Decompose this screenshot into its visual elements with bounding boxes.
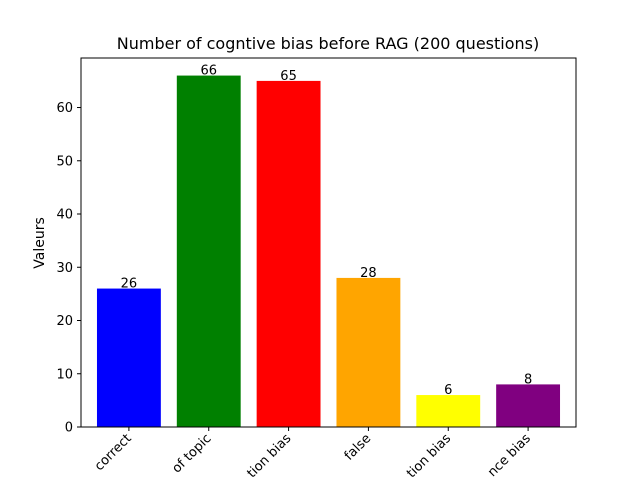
- y-tick-label: 10: [56, 367, 73, 382]
- bars-layer: [96, 75, 561, 428]
- y-tick-label: 50: [56, 154, 73, 169]
- plot-background: [81, 58, 576, 427]
- x-tick-label: tion bias: [244, 431, 294, 480]
- x-tick-label: of topic: [170, 431, 215, 476]
- bar-value-label: 66: [200, 64, 217, 79]
- bar-value-label: 8: [524, 372, 532, 387]
- y-axis-ticks: 0 10 20 30 40 50 60: [56, 101, 81, 436]
- x-tick-label: false: [342, 431, 374, 463]
- plot-frame: [80, 57, 577, 428]
- y-axis-label: Valeurs: [32, 217, 48, 269]
- x-tick-label: correct: [92, 431, 135, 474]
- value-labels-layer: 26 66 65 28 6 8: [121, 64, 533, 398]
- y-tick-label: 0: [65, 421, 73, 436]
- y-tick-label: 40: [56, 208, 73, 223]
- bar-value-label: 26: [121, 277, 138, 292]
- bar-value-label: 6: [444, 383, 452, 398]
- bar-5: [416, 395, 481, 427]
- bar-3: [256, 80, 321, 428]
- x-tick-label: tion bias: [404, 431, 454, 480]
- y-tick-label: 30: [56, 261, 73, 276]
- bar-value-label: 28: [360, 266, 377, 281]
- y-tick-label: 20: [56, 314, 73, 329]
- bar-value-label: 65: [280, 69, 297, 84]
- bar-4: [336, 277, 401, 427]
- bar-2: [176, 75, 241, 427]
- x-axis-ticks: correct of topic tion bias false tion bias nc…: [92, 427, 534, 480]
- y-tick-label: 60: [56, 101, 73, 116]
- chart-title: Number of cogntive bias before RAG (200 …: [117, 34, 539, 53]
- bar-6: [496, 384, 561, 427]
- bar-1: [96, 288, 161, 427]
- x-tick-label: nce bias: [485, 431, 534, 480]
